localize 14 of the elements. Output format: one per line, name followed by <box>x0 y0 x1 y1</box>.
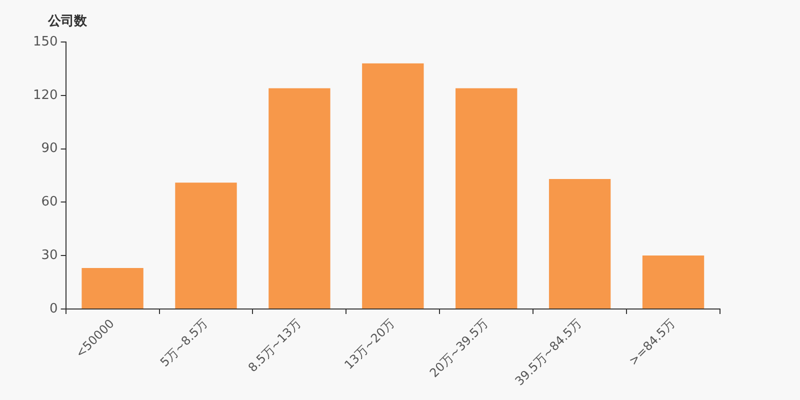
y-axis-title: 公司数 <box>46 14 88 29</box>
bar <box>268 88 330 308</box>
y-tick-label: 120 <box>32 88 58 103</box>
bar <box>642 256 704 308</box>
bar <box>82 268 144 308</box>
y-tick-label: 150 <box>32 34 58 50</box>
bar <box>175 182 237 308</box>
bar <box>548 179 611 308</box>
y-tick-label: 90 <box>41 141 58 156</box>
y-tick-label: 0 <box>50 301 58 316</box>
y-tick-label: 30 <box>41 248 58 263</box>
bar <box>362 63 424 308</box>
bar <box>456 88 518 308</box>
y-tick-label: 60 <box>41 194 58 210</box>
